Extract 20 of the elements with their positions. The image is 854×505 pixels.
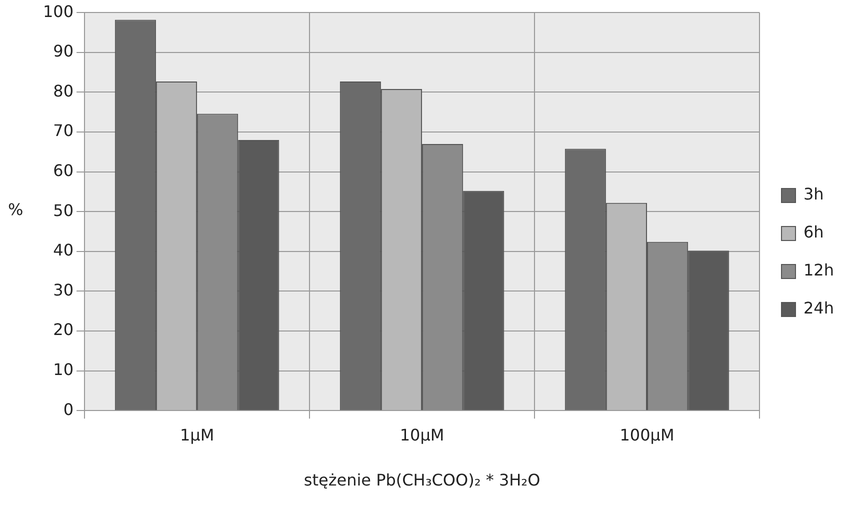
- legend-label: 24h: [804, 298, 834, 318]
- x-tick-label: 10µM: [400, 425, 444, 444]
- x-tick-label: 1µM: [180, 425, 214, 444]
- y-tick-label: 70: [53, 121, 74, 140]
- y-tick-label: 20: [53, 320, 74, 340]
- y-tick-label: 100: [42, 2, 74, 21]
- legend-label: 6h: [804, 222, 824, 242]
- y-tick-label: 50: [53, 200, 74, 220]
- y-tick-label: 30: [53, 280, 74, 300]
- legend-label: 12h: [804, 260, 834, 280]
- legend-label: 3h: [804, 184, 824, 204]
- y-tick-label: 10: [53, 360, 74, 379]
- x-tick-label: 100µM: [620, 425, 674, 444]
- x-axis-title: stężenie Pb(CH₃COO)₂ * 3H₂O: [304, 470, 540, 490]
- y-axis-title: %: [8, 200, 24, 219]
- y-tick-label: 80: [53, 81, 74, 100]
- y-tick-label: 90: [53, 42, 74, 61]
- y-tick-label: 40: [53, 240, 74, 260]
- y-tick-label: 60: [53, 160, 74, 180]
- y-tick-label: 0: [63, 400, 74, 419]
